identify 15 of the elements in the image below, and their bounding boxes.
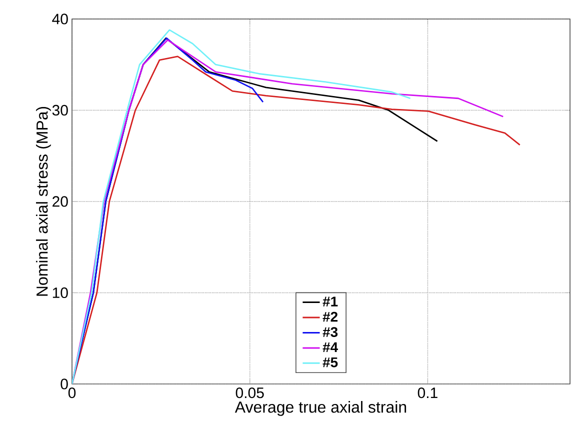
legend-label: #5 bbox=[322, 358, 338, 368]
x-tick-label: 0.1 bbox=[418, 388, 438, 398]
legend-label: #1 bbox=[322, 296, 338, 306]
x-tick-label: 0 bbox=[68, 388, 76, 398]
y-tick-label: 30 bbox=[52, 104, 68, 116]
y-axis-title: Nominal axial stress (MPa) bbox=[36, 106, 51, 296]
y-tick-label: 20 bbox=[52, 196, 68, 207]
y-tick-label: 0 bbox=[60, 378, 68, 390]
x-axis-title: Average true axial strain bbox=[234, 401, 406, 416]
x-tick-label: 0.05 bbox=[236, 388, 264, 398]
legend-label: #2 bbox=[322, 312, 338, 322]
legend-label: #3 bbox=[322, 327, 338, 338]
legend-label: #4 bbox=[322, 342, 338, 352]
y-tick-label: 40 bbox=[52, 14, 68, 24]
y-tick-label: 10 bbox=[52, 287, 68, 298]
